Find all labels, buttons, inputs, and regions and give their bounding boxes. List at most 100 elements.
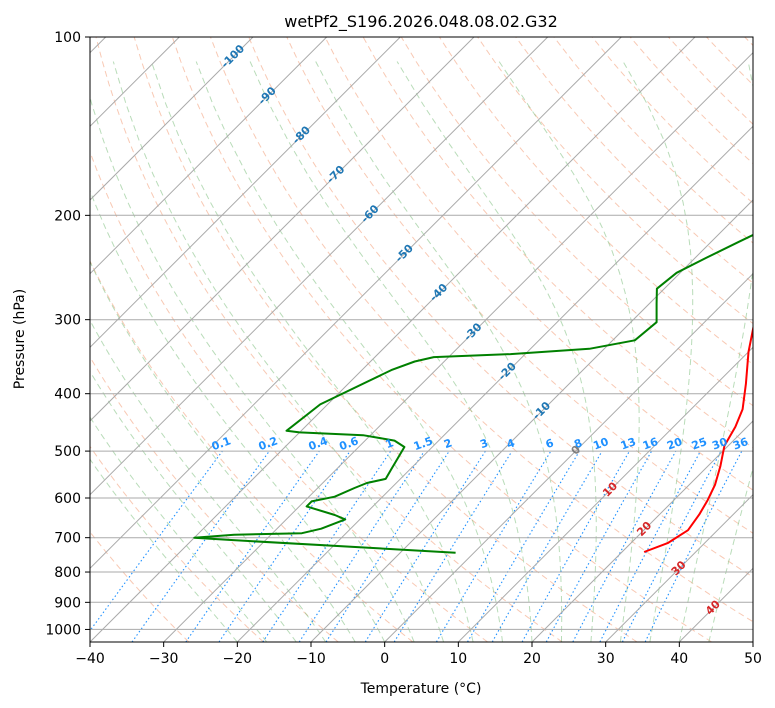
- isotherm: [90, 37, 401, 349]
- moist-adiabat: [90, 319, 327, 642]
- isotherm: [605, 493, 753, 642]
- mixing-ratio-label: 13: [619, 435, 638, 452]
- isotherm: [457, 346, 753, 642]
- dry-adiabat: [248, 37, 753, 578]
- dry-adiabat: [210, 37, 753, 623]
- x-tick-label: 50: [744, 651, 762, 667]
- grid-lines: [90, 37, 753, 642]
- mixing-ratio-line: [393, 450, 513, 642]
- moist-adiabat: [90, 260, 356, 642]
- moist-adiabat: [90, 416, 268, 642]
- x-tick-label: 10: [449, 651, 467, 667]
- isotherm: [90, 37, 696, 642]
- x-axis-ticks: −40 −30 −20 −10 0 10 20 30 40 50: [75, 642, 762, 667]
- mixing-ratio-label: 8: [572, 436, 584, 451]
- dry-adiabat: [95, 37, 563, 642]
- mixing-ratio-line: [90, 450, 223, 632]
- isotherm: [752, 641, 753, 642]
- mixing-ratio-line: [131, 450, 270, 642]
- dry-adiabat: [90, 531, 190, 642]
- y-tick-label: 400: [54, 387, 81, 403]
- mixing-ratio-line: [545, 450, 653, 642]
- isotherm: [678, 567, 753, 642]
- moist-adiabat: [249, 61, 533, 642]
- dry-adiabat: [133, 37, 638, 642]
- moist-adiabat: [112, 61, 445, 642]
- dry-adiabat: [90, 445, 264, 642]
- dry-adiabat: [515, 37, 753, 284]
- y-tick-label: 900: [54, 595, 81, 611]
- temperature-profile-line: [643, 324, 753, 553]
- x-tick-label: 0: [380, 651, 389, 667]
- isotherm: [236, 125, 753, 642]
- mixing-ratio-label: 0.2: [257, 434, 280, 453]
- mixing-ratio-label: 0.4: [307, 434, 330, 453]
- mixing-ratio-label: 1: [384, 436, 396, 451]
- x-tick-label: −10: [296, 651, 326, 667]
- mixing-ratio-label: 1.5: [412, 434, 435, 453]
- y-tick-label: 800: [54, 565, 81, 581]
- x-tick-label: −30: [149, 651, 179, 667]
- moist-adiabat: [396, 61, 597, 642]
- moist-adiabat: [498, 61, 640, 642]
- isotherm: [90, 37, 254, 201]
- dry-adiabat: [668, 37, 753, 125]
- moist-adiabat: [90, 370, 297, 642]
- isotherm: [90, 37, 549, 496]
- mixing-ratio-label: 2: [442, 436, 454, 451]
- dry-adiabat: [286, 37, 753, 534]
- mixing-ratio-line: [467, 450, 580, 642]
- y-tick-label: 1000: [45, 622, 81, 638]
- moist-adiabat: [90, 95, 415, 642]
- y-tick-label: 600: [54, 491, 81, 507]
- mixing-ratio-label: 10: [591, 435, 610, 453]
- x-tick-label: 30: [597, 651, 615, 667]
- mixing-ratio-label: 0.6: [338, 434, 361, 453]
- chart-title: wetPf2_S196.2026.048.08.02.G32: [284, 12, 558, 32]
- x-tick-label: 40: [670, 651, 688, 667]
- isotherm: [90, 37, 475, 422]
- x-axis-label: Temperature (°C): [360, 681, 482, 697]
- background-reference-lines: [90, 37, 753, 642]
- moist-adiabat: [622, 61, 694, 642]
- mixing-ratio-label: 25: [690, 435, 709, 452]
- mixing-ratio-line: [599, 450, 701, 642]
- dry-adiabat: [706, 37, 753, 86]
- mixing-ratio-label: 4: [505, 436, 517, 451]
- isotherm: [90, 37, 622, 570]
- mixing-ratio-label: 6: [544, 436, 556, 451]
- mixing-ratio-label: 16: [641, 435, 660, 453]
- mixing-ratio-line: [325, 450, 450, 642]
- mixing-ratio-line: [185, 450, 320, 642]
- y-tick-label: 200: [54, 208, 81, 224]
- x-tick-label: −20: [223, 651, 253, 667]
- dewpoint-profile-line: [193, 233, 753, 554]
- y-axis-label: Pressure (hPa): [12, 289, 28, 389]
- dry-adiabat: [90, 259, 414, 642]
- mixing-ratio-label: 30: [710, 435, 729, 453]
- mixing-ratio-line: [218, 450, 351, 642]
- dry-adiabat: [553, 37, 753, 244]
- moist-adiabat: [195, 61, 503, 642]
- isotherm: [384, 272, 753, 642]
- dry-adiabat: [171, 37, 712, 642]
- mixing-ratio-label: 3: [478, 436, 490, 451]
- y-tick-label: 300: [54, 313, 81, 329]
- moist-adiabat: [90, 189, 386, 642]
- mixing-ratio-line: [644, 450, 743, 642]
- dry-adiabat: [591, 37, 753, 204]
- moist-adiabat: [150, 61, 474, 642]
- mixing-ratio-line: [298, 450, 425, 642]
- mixing-ratio-line: [262, 450, 392, 642]
- mixing-ratio-label: 36: [731, 435, 750, 453]
- moist-adiabat: [708, 466, 753, 642]
- mixing-ratio-label: 0.1: [210, 434, 233, 453]
- mixing-ratio-line: [521, 450, 630, 642]
- y-tick-label: 500: [54, 444, 81, 460]
- dry-adiabat: [324, 37, 753, 491]
- dry-adiabat: [744, 37, 753, 47]
- plot-frame: [89, 36, 754, 643]
- dry-adiabat: [90, 356, 339, 642]
- isotherm: [310, 199, 753, 642]
